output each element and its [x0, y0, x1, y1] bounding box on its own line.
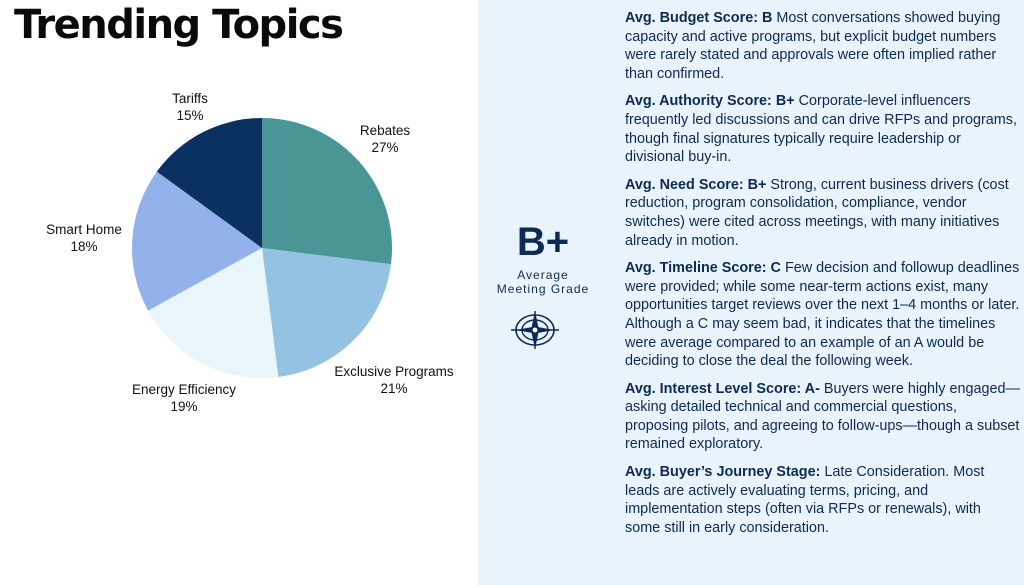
pie-label: Exclusive Programs: [334, 364, 454, 379]
score-timeline: Avg. Timeline Score: C Few decision and …: [625, 259, 1020, 371]
average-grade-block: B+ Average Meeting Grade: [478, 222, 608, 296]
score-journey: Avg. Buyer’s Journey Stage: Late Conside…: [625, 463, 1020, 537]
score-authority: Avg. Authority Score: B+ Corporate-level…: [625, 92, 1020, 166]
pie-chart: Rebates 27% Exclusive Programs 21% Energy Ef…: [46, 91, 454, 414]
score-interest: Avg. Interest Level Score: A- Buyers wer…: [625, 380, 1020, 454]
pie-percent-label: 19%: [170, 399, 197, 414]
pie-label: Energy Efficiency: [132, 382, 236, 397]
pie-label: Smart Home: [46, 222, 122, 237]
pie-percent-label: 18%: [70, 239, 97, 254]
score-heading: Avg. Timeline Score: C: [625, 260, 781, 277]
pie-percent-label: 27%: [371, 140, 398, 155]
score-text: Most conversations showed buying capacit…: [625, 10, 1001, 82]
score-text: Few decision and followup deadlines were…: [625, 260, 1020, 370]
grade-caption: Average Meeting Grade: [478, 268, 608, 296]
pie-percent-label: 15%: [176, 108, 203, 123]
pie-slice-tariffs: [156, 118, 262, 248]
left-panel: Trending Topics Rebates 27% Exclusive Prog…: [0, 0, 478, 585]
pie-percent-label: 21%: [380, 381, 407, 396]
pie-slice-energy-efficiency: [148, 248, 279, 378]
page-title: Trending Topics: [14, 2, 344, 48]
pie-slice-rebates: [262, 118, 392, 265]
right-panel: B+ Average Meeting Grade Avg. Budget Sco…: [478, 0, 1024, 585]
pie-label: Rebates: [360, 123, 411, 138]
score-heading: Avg. Need Score: B+: [625, 176, 767, 193]
score-text: Buyers were highly engaged—asking detail…: [625, 380, 1020, 453]
score-text: Strong, current business drivers (cost r…: [625, 176, 1009, 249]
pie-slice-smart-home: [132, 171, 262, 311]
score-heading: Avg. Budget Score: B: [625, 10, 773, 26]
score-need: Avg. Need Score: B+ Strong, current busi…: [625, 176, 1020, 250]
compass-icon: [511, 311, 559, 349]
score-heading: Avg. Authority Score: B+: [625, 93, 795, 110]
pie-label: Tariffs: [172, 91, 208, 106]
score-heading: Avg. Buyer’s Journey Stage:: [625, 464, 821, 481]
score-heading: Avg. Interest Level Score: A-: [625, 380, 820, 397]
average-grade: B+: [516, 220, 570, 264]
score-text: Corporate-level influencers frequently l…: [625, 93, 1017, 166]
score-text: Late Consideration. Most leads are activ…: [625, 464, 985, 536]
grade-caption-line2: Meeting Grade: [496, 282, 590, 296]
pie-slice-exclusive-programs: [262, 248, 391, 377]
score-budget: Avg. Budget Score: B Most conversations …: [625, 9, 1020, 83]
grade-caption-line1: Average: [517, 268, 569, 282]
score-list: Avg. Budget Score: B Most conversations …: [625, 9, 1020, 546]
